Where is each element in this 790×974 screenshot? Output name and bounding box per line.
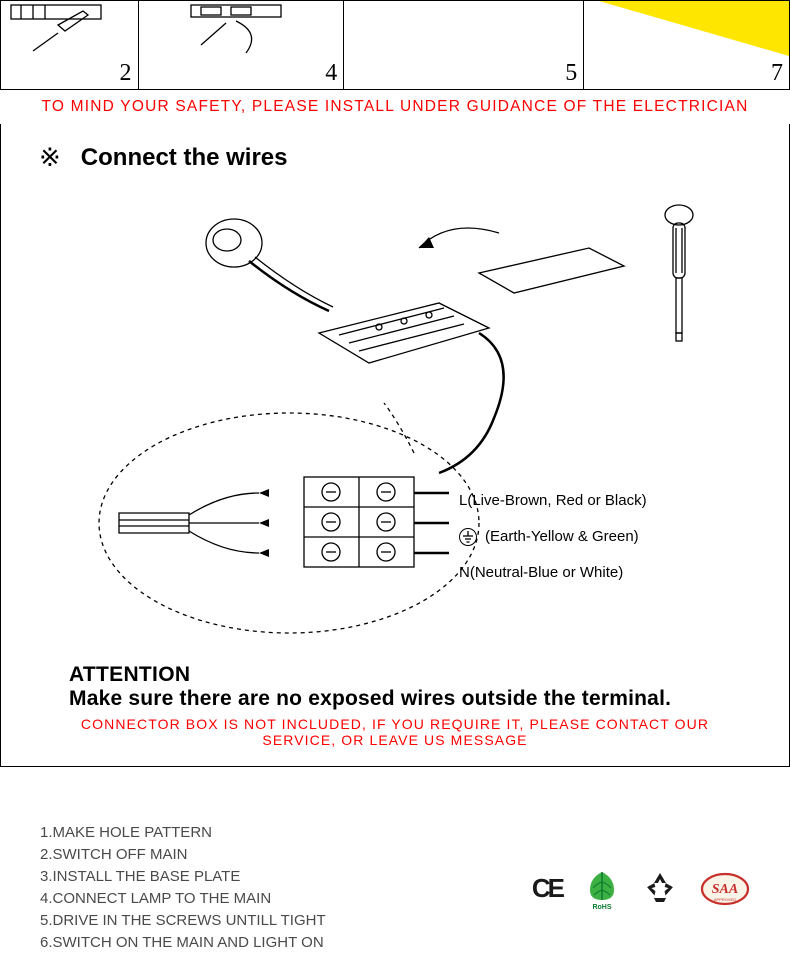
- bottom-section: 1.MAKE HOLE PATTERN 2.SWITCH OFF MAIN 3.…: [0, 767, 790, 974]
- yellow-light-indicator: [599, 1, 789, 56]
- step-cell-2: 2: [1, 1, 139, 89]
- connector-box-note: CONNECTOR BOX IS NOT INCLUDED, IF YOU RE…: [49, 711, 741, 756]
- step-diagram-row: 2 4 5 7: [0, 0, 790, 90]
- step-cell-4: 4: [139, 1, 345, 89]
- reference-mark: ※: [39, 142, 61, 173]
- step-2: 2.SWITCH OFF MAIN: [40, 844, 326, 866]
- step-number-4: 4: [325, 60, 337, 87]
- main-instruction-panel: ※ Connect the wires: [0, 124, 790, 766]
- step-4: 4.CONNECT LAMP TO THE MAIN: [40, 888, 326, 910]
- ce-mark-icon: CE: [532, 873, 562, 904]
- safety-banner: TO MIND YOUR SAFETY, PLEASE INSTALL UNDE…: [0, 90, 790, 124]
- sketch-4: [141, 3, 321, 58]
- step-number-7: 7: [771, 60, 783, 87]
- earth-icon: [459, 528, 477, 546]
- neutral-wire-label: N(Neutral-Blue or White): [459, 555, 647, 591]
- step-6: 6.SWITCH ON THE MAIN AND LIGHT ON: [40, 932, 326, 954]
- installation-steps: 1.MAKE HOLE PATTERN 2.SWITCH OFF MAIN 3.…: [40, 822, 326, 954]
- sketch-2: [3, 3, 123, 58]
- connect-wires-heading: ※ Connect the wires: [39, 142, 741, 173]
- recycle-icon: [642, 870, 678, 906]
- step-cell-7: 7: [584, 1, 789, 89]
- step-cell-5: 5: [344, 1, 584, 89]
- screwdriver-icon: [665, 205, 693, 341]
- step-number-5: 5: [565, 60, 577, 87]
- wiring-diagram: L(Live-Brown, Red or Black) (Earth-Yello…: [49, 193, 741, 653]
- attention-block: ATTENTION Make sure there are no exposed…: [69, 663, 741, 711]
- live-wire-text: L(Live-Brown, Red or Black): [459, 483, 647, 519]
- step-3: 3.INSTALL THE BASE PLATE: [40, 866, 326, 888]
- svg-text:SAA: SAA: [712, 882, 738, 897]
- certification-icons: CE RoHS SAA APP: [532, 870, 750, 906]
- svg-text:APPROVED: APPROVED: [714, 897, 736, 902]
- live-wire-label: L(Live-Brown, Red or Black): [459, 483, 647, 519]
- connect-wires-title-text: Connect the wires: [81, 144, 288, 172]
- svg-text:RoHS: RoHS: [592, 904, 611, 910]
- rohs-leaf-icon: RoHS: [584, 870, 620, 906]
- saa-badge-icon: SAA APPROVED: [700, 871, 750, 905]
- attention-text: Make sure there are no exposed wires out…: [69, 687, 741, 711]
- wire-labels-block: L(Live-Brown, Red or Black) (Earth-Yello…: [459, 483, 647, 591]
- earth-wire-text: (Earth-Yellow & Green): [485, 519, 639, 555]
- neutral-wire-text: N(Neutral-Blue or White): [459, 555, 623, 591]
- earth-wire-label: (Earth-Yellow & Green): [459, 519, 647, 555]
- attention-title: ATTENTION: [69, 663, 741, 687]
- step-1: 1.MAKE HOLE PATTERN: [40, 822, 326, 844]
- step-5: 5.DRIVE IN THE SCREWS UNTILL TIGHT: [40, 910, 326, 932]
- step-number-2: 2: [120, 60, 132, 87]
